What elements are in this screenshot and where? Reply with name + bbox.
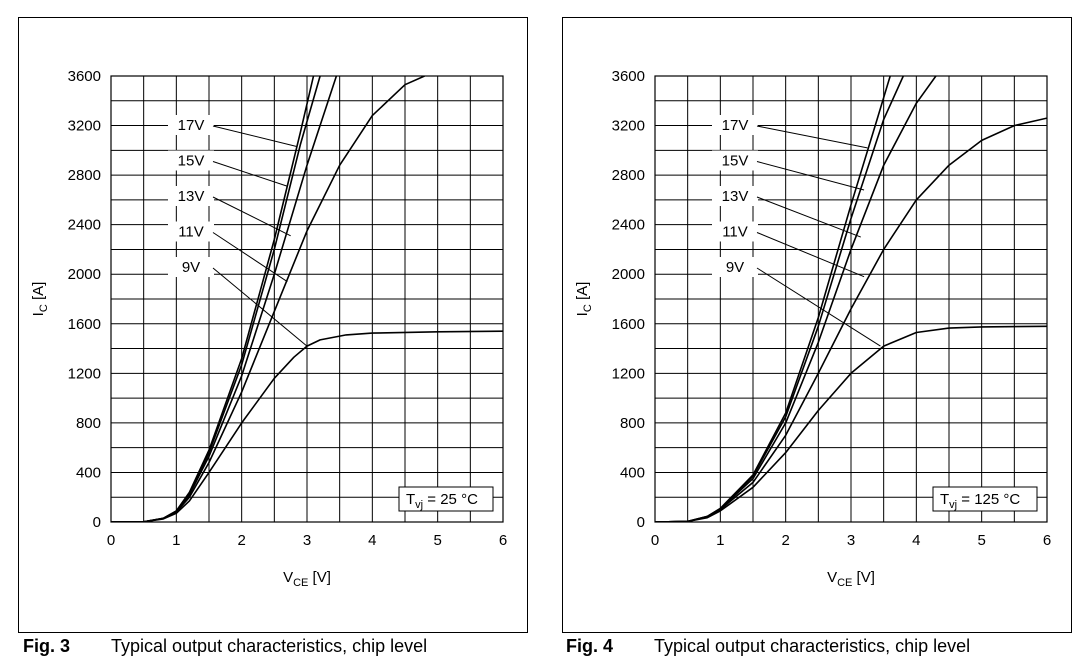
figure-caption-text: Typical output characteristics, chip lev… [654, 636, 971, 656]
series-label-bg [168, 186, 214, 206]
x-tick-label: 0 [651, 532, 659, 549]
y-tick-label: 1200 [68, 365, 101, 382]
condition-label: Tvj = 25 °C [406, 491, 478, 511]
y-tick-label: 2800 [612, 167, 645, 184]
x-tick-label: 5 [977, 532, 985, 549]
y-tick-label: 400 [76, 464, 101, 481]
series-label-9v: 9V [182, 259, 200, 276]
series-label-17v: 17V [178, 117, 205, 134]
y-tick-label: 2400 [68, 217, 101, 234]
figure-caption-fig4: Fig. 4 Typical output characteristics, ch… [566, 636, 970, 657]
y-tick-label: 1600 [612, 316, 645, 333]
x-tick-label: 1 [172, 532, 180, 549]
series-label-15v: 15V [722, 153, 749, 170]
y-tick-label: 2800 [68, 167, 101, 184]
y-tick-label: 0 [637, 514, 645, 531]
series-line-9v [655, 325, 1047, 522]
y-tick-label: 3600 [68, 68, 101, 85]
x-tick-label: 4 [912, 532, 920, 549]
series-label-bg [712, 257, 758, 277]
y-tick-label: 0 [93, 514, 101, 531]
series-label-17v: 17V [722, 117, 749, 134]
plot-frame [110, 75, 504, 523]
series-label-bg [712, 150, 758, 171]
series-label-bg [712, 115, 758, 135]
condition-box [398, 486, 494, 512]
figure-caption-text: Typical output characteristics, chip lev… [111, 636, 428, 656]
condition-box [932, 486, 1038, 512]
grid [110, 75, 504, 523]
x-tick-label: 2 [781, 532, 789, 549]
leader-line [756, 232, 865, 278]
leader-line [212, 232, 288, 283]
series-label-11v: 11V [722, 224, 748, 241]
y-tick-label: 800 [620, 415, 645, 432]
condition-label: Tvj = 125 °C [940, 491, 1020, 511]
series-label-bg [168, 221, 214, 242]
y-tick-label: 1600 [68, 316, 101, 333]
series-line-9v [111, 330, 503, 522]
output-characteristics-chart-25c: 0 1 2 3 4 5 6 0 400 800 1200 1600 2000 2400 2800 3200 36… [30, 68, 507, 589]
series-label-15v: 15V [178, 153, 205, 170]
leader-line [212, 267, 308, 347]
y-tick-label: 3200 [612, 118, 645, 135]
leader-line [212, 125, 298, 148]
series-label-bg [712, 221, 758, 242]
figure-number: Fig. 3 [23, 636, 71, 656]
figure-caption-fig3: Fig. 3 Typical output characteristics, ch… [23, 636, 427, 657]
series-label-bg [168, 150, 214, 171]
x-tick-label: 6 [1043, 532, 1051, 549]
x-axis-label: VCE [V] [283, 569, 331, 589]
x-tick-label: 3 [847, 532, 855, 549]
plot-frame [654, 75, 1048, 523]
y-axis-label: IC [A] [574, 282, 594, 317]
y-tick-label: 400 [620, 464, 645, 481]
x-tick-label: 3 [303, 532, 311, 549]
leader-line [756, 161, 865, 191]
chart-panel-fig4: 0 1 2 3 4 5 6 0 400 800 1200 1600 2000 2400 2800 3200 36… [562, 17, 1072, 633]
y-axis-label: IC [A] [30, 282, 50, 317]
x-tick-label: 2 [237, 532, 245, 549]
series-label-13v: 13V [722, 188, 749, 205]
y-tick-label: 2400 [612, 217, 645, 234]
leader-line [756, 196, 861, 238]
x-tick-label: 0 [107, 532, 115, 549]
y-tick-label: 3200 [68, 118, 101, 135]
series-label-bg [168, 257, 214, 277]
series-label-13v: 13V [178, 188, 205, 205]
y-tick-label: 3600 [612, 68, 645, 85]
leader-line [756, 125, 868, 149]
curves [655, 76, 1047, 522]
x-tick-label: 6 [499, 532, 507, 549]
chart-panel-fig3: 0 1 2 3 4 5 6 0 400 800 1200 1600 2000 2400 2800 3200 36… [18, 17, 528, 633]
series-label-bg [712, 186, 758, 206]
grid [654, 75, 1048, 523]
y-tick-label: 800 [76, 415, 101, 432]
y-tick-label: 1200 [612, 365, 645, 382]
series-label-9v: 9V [726, 259, 744, 276]
x-tick-label: 1 [716, 532, 724, 549]
output-characteristics-chart-125c: 0 1 2 3 4 5 6 0 400 800 1200 1600 2000 2400 2800 3200 36… [574, 68, 1051, 589]
x-tick-label: 5 [433, 532, 441, 549]
leader-line [212, 161, 288, 187]
leader-line [756, 267, 881, 347]
curves [111, 76, 503, 522]
x-axis-label: VCE [V] [827, 569, 875, 589]
y-tick-label: 2000 [612, 266, 645, 283]
series-label-bg [168, 115, 214, 135]
leader-line [212, 196, 291, 237]
x-tick-label: 4 [368, 532, 376, 549]
series-label-11v: 11V [178, 224, 204, 241]
figure-number: Fig. 4 [566, 636, 614, 656]
y-tick-label: 2000 [68, 266, 101, 283]
